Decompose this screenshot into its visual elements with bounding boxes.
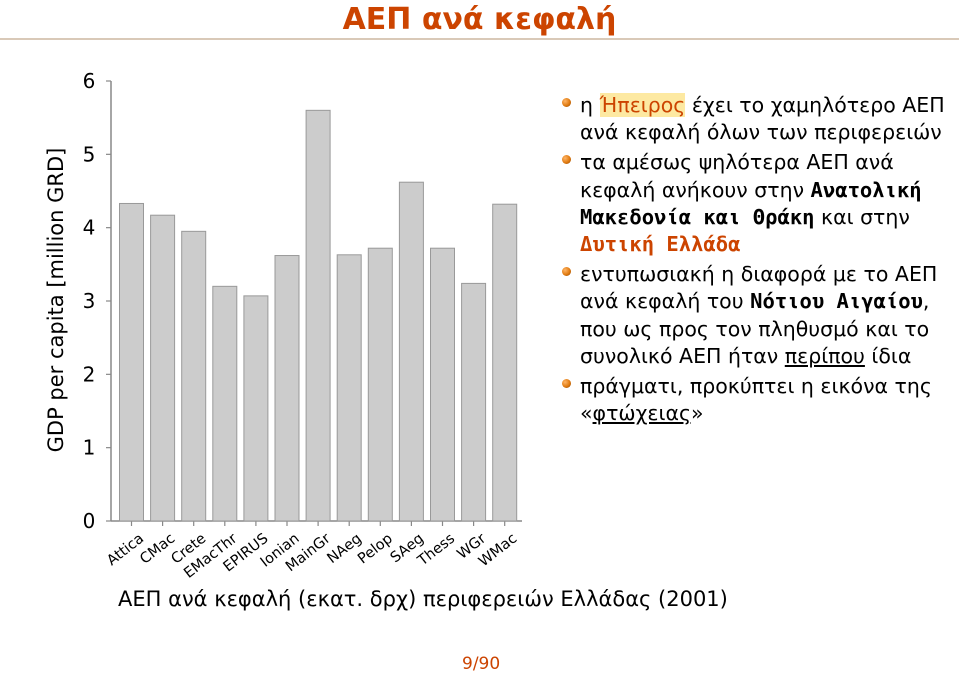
bold-saeg: Νότιου Αιγαίου xyxy=(750,289,923,314)
bar-epirus xyxy=(243,295,269,522)
bullet-ball-icon xyxy=(562,379,571,389)
y-axis-label: GDP per capita [million GRD] xyxy=(44,148,68,453)
y-tick-label: 4 xyxy=(83,216,96,240)
bar-wmac xyxy=(492,203,518,522)
bullet-ball-icon xyxy=(562,267,571,277)
bullet-text: , που ως προς τον πληθυσμό και το συνολι… xyxy=(580,289,930,368)
bar-crete xyxy=(181,230,207,522)
y-tick-label: 6 xyxy=(83,69,96,93)
y-tick-labels: 0 1 2 3 4 5 6 xyxy=(83,69,96,533)
bullet-item: εντυπωσιακή η διαφορά με το ΑΕΠ ανά κεφα… xyxy=(562,261,957,370)
bar-cmac xyxy=(150,214,176,522)
highlight-epirus: Ήπειρος xyxy=(599,93,686,117)
x-tick-label: Pelop xyxy=(355,531,396,568)
x-tick-label: NAeg xyxy=(325,531,365,567)
bullet-text: ίδια xyxy=(864,343,912,368)
bullet-text: εντυπωσιακή η διαφορά με το ΑΕΠ ανά κεφα… xyxy=(580,262,938,314)
bar-maingr xyxy=(305,109,331,522)
chart-bars xyxy=(119,109,518,522)
bullet-text: » xyxy=(690,401,704,426)
bullet-text: πράγματι, προκύπτει η εικόνα της « xyxy=(580,374,932,426)
page-title: ΑΕΠ ανά κεφαλή xyxy=(342,2,617,37)
bar-saeg xyxy=(398,181,424,522)
bold-wgr: Δυτική Ελλάδα xyxy=(580,232,741,257)
title-divider xyxy=(0,38,959,40)
x-tick-label: Attica xyxy=(104,531,147,569)
bullet-item: τα αμέσως ψηλότερα ΑΕΠ ανά κεφαλή ανήκου… xyxy=(562,149,957,258)
bullet-list: η Ήπειρος έχει το χαμηλότερο ΑΕΠ ανά κεφ… xyxy=(562,92,957,430)
bullet-ball-icon xyxy=(562,98,571,107)
bar-pelop xyxy=(367,247,393,522)
bar-naeg xyxy=(336,254,362,522)
bullet-text: έχει το χαμηλότερο ΑΕΠ ανά κεφαλή όλων τ… xyxy=(580,93,945,145)
bullet-item: η Ήπειρος έχει το χαμηλότερο ΑΕΠ ανά κεφ… xyxy=(562,92,957,146)
x-tick-label: CMac xyxy=(137,531,178,568)
y-tick-label: 5 xyxy=(83,142,96,166)
underline-poverty: φτώχειας xyxy=(592,401,691,426)
bar-chart: 0 1 2 3 4 5 6 AtticaCMacCreteEMacThrEPIRUSIoni… xyxy=(44,69,522,582)
bold-emacthr: Ανατολική Μακεδονία και Θράκη xyxy=(580,177,922,229)
y-tick-label: 0 xyxy=(83,509,96,533)
bullet-text: τα αμέσως ψηλότερα ΑΕΠ ανά κεφαλή ανήκου… xyxy=(580,150,894,202)
underline-approx: περίπου xyxy=(784,343,865,368)
chart-caption: ΑΕΠ ανά κεφαλή (εκατ. δρχ) περιφερειών Ε… xyxy=(118,587,728,611)
bullet-ball-icon xyxy=(562,155,571,165)
bullet-item: πράγματι, προκύπτει η εικόνα της «φτώχει… xyxy=(562,373,957,427)
page-number: 9/90 xyxy=(462,654,501,674)
bar-emacthr xyxy=(212,285,238,522)
bar-wgr xyxy=(461,282,487,522)
y-tick-label: 1 xyxy=(83,436,96,460)
y-tick-label: 2 xyxy=(83,362,96,386)
bullet-text: η xyxy=(580,93,600,117)
bar-attica xyxy=(119,202,144,522)
bar-ionian xyxy=(274,255,300,522)
x-tick-labels: AtticaCMacCreteEMacThrEPIRUSIonianMainGr… xyxy=(104,531,520,582)
bullet-text: και στην xyxy=(814,204,910,229)
y-tick-label: 3 xyxy=(83,289,96,313)
bar-thess xyxy=(430,247,455,522)
